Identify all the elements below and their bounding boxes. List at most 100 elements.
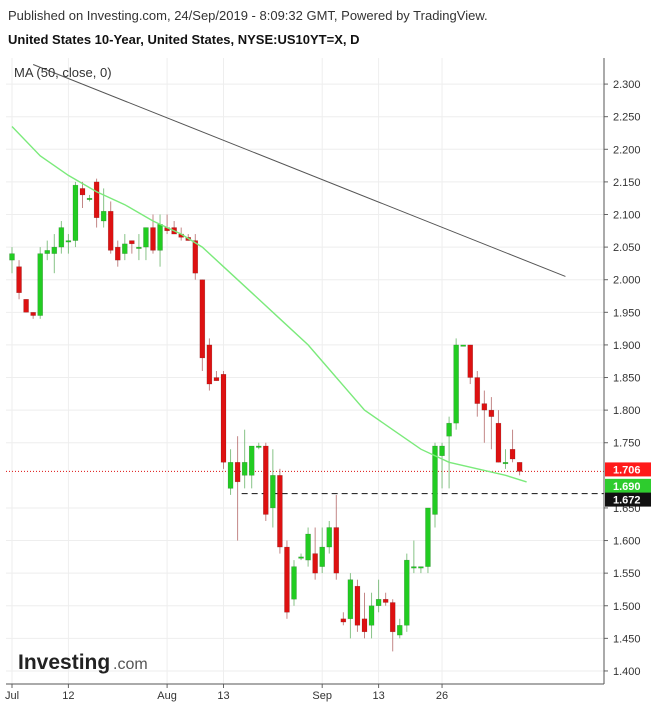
candle-body	[502, 462, 509, 465]
logo-suffix: .com	[113, 656, 148, 673]
price-tags: 1.706 1.690 1.672	[605, 462, 651, 507]
y-tick-label: 2.050	[613, 242, 641, 254]
candle-body	[72, 184, 79, 241]
candle-body	[192, 240, 199, 274]
y-tick-label: 1.950	[613, 307, 641, 319]
y-tick-label: 1.550	[613, 568, 641, 580]
y-tick-label: 1.400	[613, 666, 641, 678]
chart-title: United States 10-Year, United States, NY…	[8, 32, 360, 47]
y-tick-label: 1.800	[613, 405, 641, 417]
x-tick-label: Aug	[157, 690, 177, 702]
candle-body	[248, 445, 255, 476]
candle-body	[340, 618, 347, 623]
candle-body	[453, 344, 459, 424]
candle-body	[312, 553, 318, 574]
candle-body	[319, 546, 325, 567]
candle-body	[509, 449, 516, 460]
y-tick-label: 1.500	[613, 601, 641, 613]
candle-body	[305, 533, 311, 561]
candle-body	[439, 445, 445, 457]
moving-average	[11, 126, 527, 483]
candle-body	[234, 462, 241, 483]
x-tick-label: 13	[217, 690, 229, 702]
x-tick-label: Sep	[312, 690, 332, 702]
candle-body	[263, 445, 269, 515]
candle-body	[129, 240, 135, 245]
candle-body	[389, 602, 396, 633]
price-tag-support	[605, 492, 651, 507]
candle-body	[115, 246, 121, 261]
candle-body	[361, 618, 368, 633]
candle-body	[9, 253, 15, 261]
candle-body	[37, 253, 43, 316]
candle-body	[397, 625, 403, 636]
candle-body	[425, 507, 431, 567]
y-tick-label: 1.450	[613, 633, 641, 645]
candle-body	[375, 598, 382, 607]
x-tick-label: Jul	[5, 690, 19, 702]
moving-average-line	[11, 126, 527, 483]
candle-body	[277, 475, 283, 548]
candle-body	[467, 344, 473, 378]
axes: 2.300 2.250 2.200 2.150 2.100 2.050 2.000 1.950…	[5, 58, 641, 702]
candle-body	[44, 250, 50, 254]
candle-body	[51, 246, 58, 254]
candle-body	[79, 188, 86, 196]
candle-body	[86, 197, 93, 200]
y-tick-label: 1.850	[613, 373, 641, 385]
investing-logo: Investing .com	[18, 651, 148, 674]
candle-body	[65, 240, 72, 243]
y-tick-label: 1.600	[613, 536, 641, 548]
price-tag-ma	[605, 478, 651, 493]
candle-body	[446, 422, 452, 437]
candle-body	[488, 409, 495, 417]
price-tag-price	[605, 462, 651, 477]
candle-body	[404, 559, 410, 626]
candle-body	[291, 566, 297, 600]
candle-body	[199, 279, 206, 359]
candle-body	[143, 227, 149, 248]
grid	[6, 58, 604, 684]
candle-body	[93, 181, 100, 219]
candle-body	[382, 598, 389, 603]
candle-body	[270, 475, 276, 509]
candle-body	[516, 462, 523, 472]
candle-body	[411, 566, 417, 569]
candle-body	[460, 344, 466, 347]
candle-body	[150, 227, 156, 251]
candle-body	[474, 377, 481, 404]
y-tick-label: 2.150	[613, 177, 641, 189]
descending-trendline	[32, 64, 566, 277]
candle-body	[298, 556, 304, 559]
price-tag-label-ma: 1.690	[613, 481, 641, 493]
candle-body	[206, 344, 213, 385]
price-tag-label-support: 1.672	[613, 495, 641, 507]
candle-body	[58, 227, 65, 248]
logo-main: Investing	[18, 651, 110, 674]
candle-body	[107, 210, 114, 251]
y-tick-label: 2.000	[613, 275, 641, 287]
y-tick-label: 1.900	[613, 340, 641, 352]
candle-body	[495, 422, 502, 463]
candle-body	[256, 445, 262, 448]
y-tick-label: 2.200	[613, 144, 641, 156]
candle-body	[333, 527, 340, 574]
price-tag-label-price: 1.706	[613, 464, 641, 476]
published-caption: Published on Investing.com, 24/Sep/2019 …	[8, 8, 488, 23]
candle-body	[432, 445, 438, 515]
candle-body	[213, 377, 220, 382]
candle-body	[418, 566, 424, 569]
candle-body	[16, 266, 22, 293]
candle-body	[284, 546, 290, 613]
candle-body	[347, 579, 354, 620]
x-tick-label: 12	[62, 690, 74, 702]
candle-body	[354, 585, 361, 626]
indicator-label: MA (50, close, 0)	[14, 65, 112, 80]
candle-body	[157, 224, 163, 251]
candle-body	[100, 210, 107, 222]
y-tick-label: 2.250	[613, 112, 641, 124]
candle-body	[368, 605, 375, 626]
candles	[9, 178, 523, 652]
y-tick-label: 2.300	[613, 79, 641, 91]
